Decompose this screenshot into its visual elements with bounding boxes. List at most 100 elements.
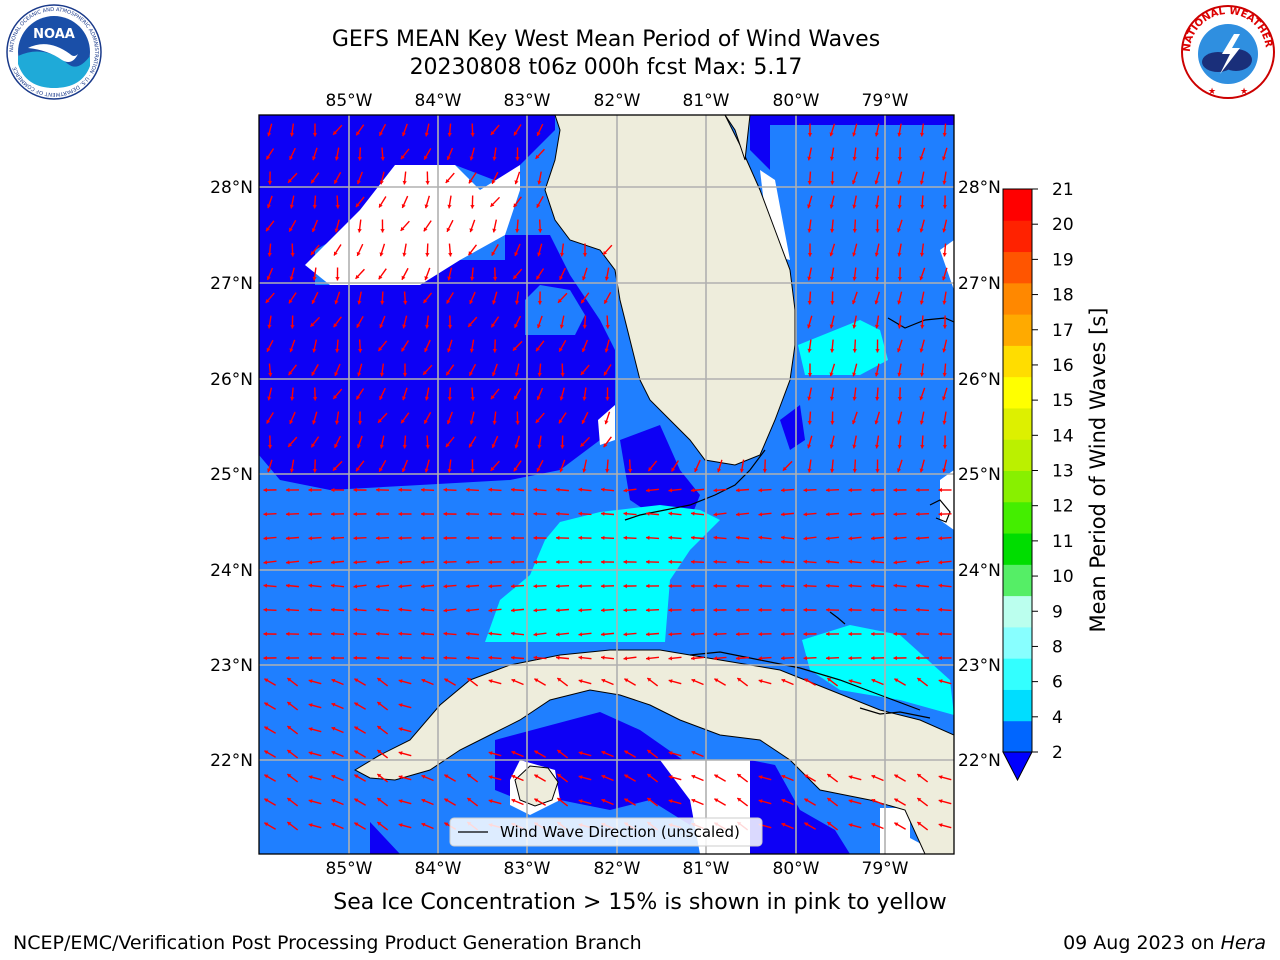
wind-wave-arrow: [375, 584, 390, 589]
wind-wave-arrow: [605, 315, 610, 329]
wind-wave-arrow: [916, 773, 929, 783]
wind-wave-arrow: [670, 460, 680, 472]
wind-wave-arrow: [534, 798, 546, 806]
wind-wave-arrow: [465, 584, 480, 589]
wind-wave-arrow: [600, 487, 615, 492]
wave-period-band-under-2: [750, 760, 850, 854]
wind-wave-arrow: [445, 364, 455, 376]
wind-wave-arrow: [287, 436, 298, 448]
generation-date: 09 Aug 2023 on Hera: [1063, 932, 1266, 954]
wind-wave-arrow: [488, 655, 502, 660]
wind-wave-arrow: [420, 487, 435, 493]
wind-wave-arrow: [445, 172, 455, 184]
wind-wave-arrow: [375, 655, 390, 661]
wind-wave-arrow: [334, 411, 340, 425]
wave-period-band-4-6: [485, 505, 720, 642]
cuba-north-cays: [689, 651, 921, 711]
wind-wave-arrow: [714, 678, 726, 686]
wind-wave-arrow: [942, 315, 948, 329]
wind-wave-arrow: [897, 435, 902, 449]
wind-wave-arrow: [938, 799, 952, 805]
wind-wave-arrow: [942, 291, 947, 305]
wind-wave-arrow: [398, 775, 412, 781]
wind-wave-arrow: [490, 388, 500, 400]
wind-wave-arrow: [807, 195, 813, 209]
latitude-label: 22°N: [210, 751, 253, 771]
wind-wave-arrow: [897, 411, 903, 425]
wind-wave-arrow: [578, 487, 592, 492]
wind-wave-arrow: [578, 775, 592, 781]
wind-wave-arrow: [578, 583, 592, 589]
wind-wave-arrow: [308, 511, 322, 517]
wind-wave-arrow: [420, 631, 435, 636]
wind-wave-arrow: [830, 411, 835, 425]
wind-wave-arrow: [398, 584, 412, 589]
wind-wave-arrow: [445, 436, 455, 448]
wind-wave-arrow: [488, 511, 502, 517]
latitude-label: 25°N: [958, 465, 1001, 485]
wind-wave-arrow: [807, 171, 812, 185]
wind-wave-arrow: [668, 583, 682, 589]
wind-wave-arrow: [488, 584, 502, 589]
branch-credit: NCEP/EMC/Verification Post Processing Pr…: [13, 932, 642, 954]
wind-wave-arrow: [333, 435, 342, 449]
wind-wave-arrow: [713, 559, 727, 564]
wind-wave-arrow: [826, 773, 839, 783]
latitude-label: 22°N: [958, 751, 1001, 771]
wind-wave-arrow: [717, 459, 723, 473]
wind-wave-arrow: [511, 774, 524, 782]
wind-wave-arrow: [443, 655, 457, 660]
wind-wave-arrow: [358, 339, 363, 353]
wind-wave-arrow: [289, 195, 295, 209]
wind-wave-arrow: [559, 387, 565, 401]
wind-wave-arrow: [510, 559, 525, 565]
wind-wave-arrow: [536, 387, 544, 401]
wind-wave-arrow: [355, 124, 365, 136]
wind-wave-arrow: [492, 147, 497, 161]
wind-wave-arrow: [780, 631, 795, 637]
wind-wave-arrow: [555, 608, 570, 613]
wind-wave-arrow: [803, 631, 817, 637]
wind-wave-arrow: [555, 655, 570, 660]
wind-wave-arrow: [870, 536, 885, 541]
wind-wave-arrow: [443, 608, 457, 613]
wind-wave-arrow: [446, 411, 453, 425]
wind-wave-arrow: [604, 339, 610, 353]
wind-wave-arrow: [870, 559, 885, 564]
wind-wave-arrow: [513, 388, 522, 400]
wind-wave-arrow: [375, 607, 390, 612]
wind-wave-arrow: [488, 608, 502, 613]
wind-wave-arrow: [465, 608, 480, 613]
wind-wave-arrow: [308, 560, 322, 565]
wind-wave-arrow: [915, 560, 930, 565]
wind-wave-arrow: [515, 411, 520, 425]
wind-wave-arrow: [423, 220, 432, 232]
wind-wave-arrow: [263, 631, 277, 637]
latitude-label: 27°N: [210, 274, 253, 294]
wind-wave-arrow: [871, 822, 884, 830]
wind-wave-arrow: [286, 701, 299, 711]
wind-wave-arrow: [762, 459, 768, 473]
wind-wave-arrow: [916, 797, 929, 807]
wind-wave-arrow: [694, 459, 701, 473]
wind-wave-arrow: [804, 678, 816, 686]
wind-wave-arrow: [668, 775, 682, 781]
isla-juventud-land: [514, 765, 559, 807]
wind-wave-arrow: [290, 387, 295, 401]
wind-wave-arrow: [803, 536, 817, 541]
wind-wave-arrow: [375, 560, 390, 565]
wind-wave-arrow: [942, 267, 948, 281]
wind-wave-arrow: [897, 147, 903, 161]
wind-wave-arrow: [377, 412, 388, 424]
wind-wave-arrow: [645, 632, 660, 637]
wind-wave-arrow: [446, 219, 454, 233]
wind-wave-arrow: [645, 559, 660, 565]
wind-wave-arrow: [780, 488, 795, 493]
wind-wave-arrow: [713, 607, 727, 613]
wind-wave-arrow: [852, 123, 858, 137]
wind-wave-arrow: [556, 773, 569, 783]
wind-wave-arrow: [354, 750, 366, 758]
wind-wave-arrow: [423, 411, 432, 425]
wind-wave-arrow: [331, 678, 344, 686]
wind-wave-arrow: [807, 339, 812, 353]
